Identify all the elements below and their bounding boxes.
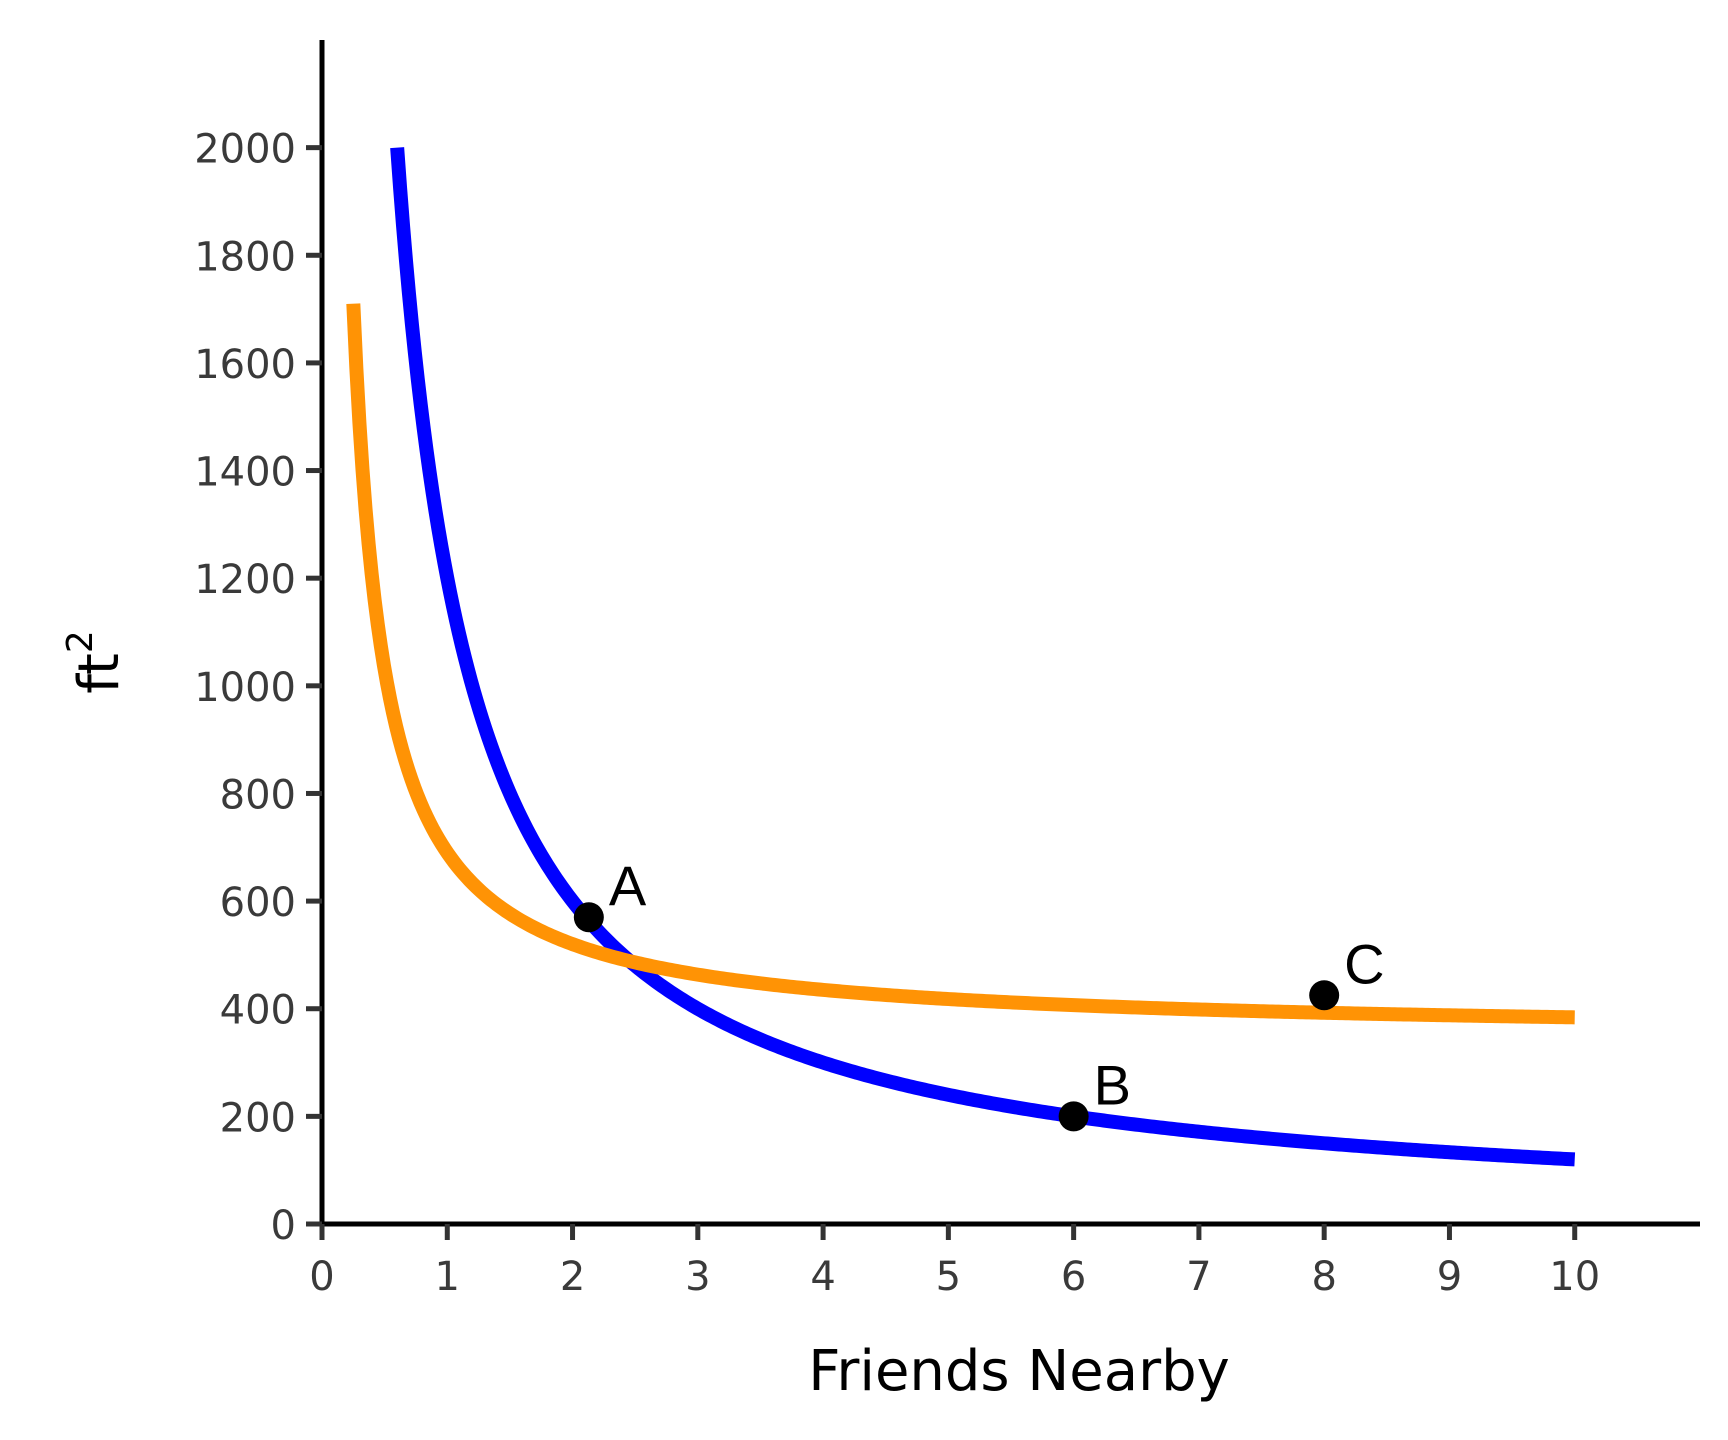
series-layer (346, 147, 1576, 1167)
y-tick-label: 800 (220, 772, 296, 818)
x-tick-label: 3 (685, 1254, 710, 1300)
y-axis-title-superscript: 2 (60, 630, 101, 653)
x-ticks: 0 1 2 3 4 5 6 7 8 9 10 (309, 1224, 1600, 1300)
point-a-label: A (609, 854, 647, 917)
x-tick-label: 2 (560, 1254, 585, 1300)
x-tick-label: 10 (1549, 1254, 1600, 1300)
point-c-label: C (1344, 932, 1384, 995)
point-a-marker (573, 902, 604, 933)
x-tick-label: 5 (936, 1254, 961, 1300)
y-tick-label: 1200 (194, 557, 296, 603)
y-tick-label: 1800 (194, 234, 296, 280)
y-tick-label: 1000 (194, 665, 296, 711)
y-tick-label: 1400 (194, 450, 296, 496)
x-tick-label: 4 (810, 1254, 835, 1300)
y-axis-title: ft2 (60, 630, 132, 694)
x-tick-label: 6 (1061, 1254, 1086, 1300)
x-tick-label: 8 (1311, 1254, 1336, 1300)
x-axis-title: Friends Nearby (808, 1339, 1230, 1404)
y-ticks: 0 200 400 600 800 1000 1200 1400 1600 1800 2000 (194, 127, 322, 1249)
y-axis-title-base: ft (67, 653, 132, 694)
axes: 0 1 2 3 4 5 6 7 8 9 10 0 200 400 600 800 1000 1200 1400 16… (194, 40, 1700, 1300)
x-tick-label: 0 (309, 1254, 334, 1300)
y-tick-label: 2000 (194, 127, 296, 173)
y-tick-label: 0 (271, 1203, 296, 1249)
points-layer: A B C (573, 854, 1385, 1132)
x-tick-label: 9 (1437, 1254, 1462, 1300)
x-tick-label: 1 (435, 1254, 460, 1300)
point-c-marker (1309, 980, 1340, 1011)
y-tick-label: 600 (220, 880, 296, 926)
point-b-label: B (1094, 1053, 1131, 1116)
point-b-marker (1058, 1101, 1089, 1132)
y-tick-label: 200 (220, 1095, 296, 1141)
y-tick-label: 400 (220, 988, 296, 1034)
y-tick-label: 1600 (194, 342, 296, 388)
x-tick-label: 7 (1186, 1254, 1211, 1300)
series-line-2 (346, 303, 1575, 1025)
